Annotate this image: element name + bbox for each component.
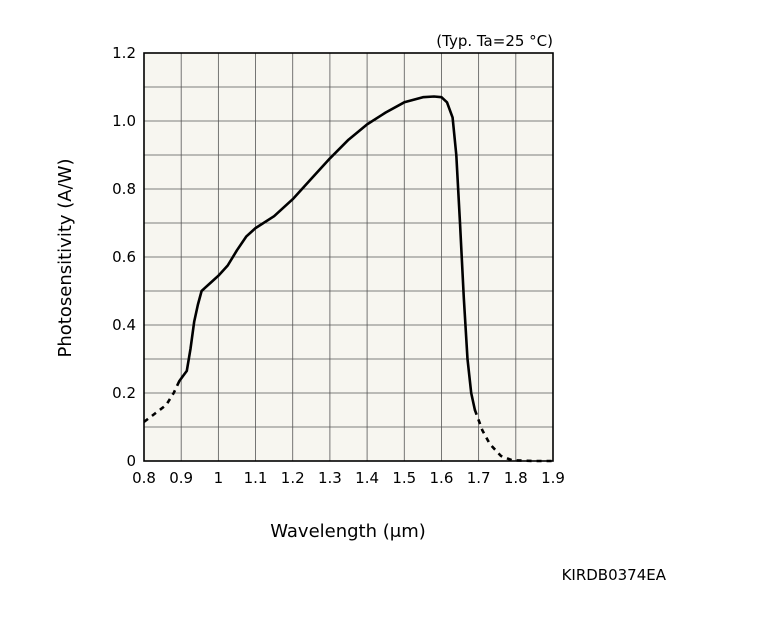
condition-note: (Typ. Ta=25 °C)	[436, 32, 553, 50]
y-tick-label: 0	[126, 452, 136, 470]
y-tick-label: 0.8	[112, 180, 136, 198]
figure-code: KIRDB0374EA	[562, 566, 667, 584]
x-axis-label: Wavelength (μm)	[270, 521, 426, 542]
curve-group	[143, 95, 553, 463]
grid-lines	[144, 53, 553, 461]
x-tick-label: 0.8	[132, 469, 156, 487]
y-tick-label: 1.2	[112, 44, 136, 62]
plot-frame	[143, 52, 554, 462]
x-tick-label: 1.2	[281, 469, 305, 487]
y-axis-label: Photosensitivity (A/W)	[55, 159, 76, 358]
curve-dashed-segment	[473, 409, 553, 463]
x-tick-label: 1.3	[318, 469, 342, 487]
x-tick-label: 1	[214, 469, 224, 487]
y-tick-label: 0.4	[112, 316, 136, 334]
x-tick-label: 1.9	[541, 469, 565, 487]
y-tick-label: 0.6	[112, 248, 136, 266]
x-tick-label: 1.7	[467, 469, 491, 487]
x-tick-label: 1.8	[504, 469, 528, 487]
x-tick-label: 1.6	[430, 469, 454, 487]
y-tick-label: 0.2	[112, 384, 136, 402]
x-tick-label: 1.1	[244, 469, 268, 487]
y-tick-labels: 0 0.2 0.4 0.6 0.8 1.0 1.2	[112, 44, 136, 470]
x-tick-labels: 0.8 0.9 1 1.1 1.2 1.3 1.4 1.5 1.6 1.7 1.8 1.9	[132, 469, 565, 487]
y-tick-label: 1.0	[112, 112, 136, 130]
x-tick-label: 1.4	[355, 469, 379, 487]
x-tick-label: 0.9	[169, 469, 193, 487]
curve-solid-segment	[178, 95, 477, 412]
x-tick-label: 1.5	[392, 469, 416, 487]
